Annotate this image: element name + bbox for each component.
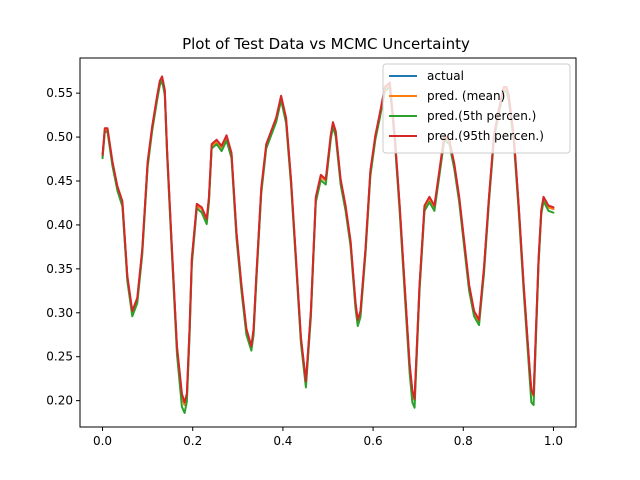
x-axis: 0.0 0.2 0.4 0.6 0.8 1.0 (93, 427, 563, 448)
y-axis: 0.20 0.25 0.30 0.35 0.40 0.45 0.50 0.55 (46, 86, 80, 408)
y-tick-label: 0.55 (46, 86, 73, 100)
x-tick-label: 1.0 (544, 434, 563, 448)
x-tick-label: 0.8 (454, 434, 473, 448)
y-tick-label: 0.35 (46, 262, 73, 276)
y-tick-label: 0.50 (46, 130, 73, 144)
plot-frame (79, 57, 577, 428)
series-layer (101, 75, 555, 414)
x-tick-label: 0.2 (183, 434, 202, 448)
y-tick-label: 0.25 (46, 350, 73, 364)
series-line-3 (101, 75, 555, 404)
legend: actual pred. (mean) pred.(5th percen.) pred… (382, 63, 571, 154)
legend-label-0: actual (427, 69, 464, 83)
y-tick-label: 0.40 (46, 218, 73, 232)
legend-label-2: pred.(5th percen.) (427, 109, 536, 123)
x-tick-label: 0.0 (93, 434, 112, 448)
y-tick-label: 0.30 (46, 306, 73, 320)
y-tick-label: 0.20 (46, 394, 73, 408)
legend-box (382, 63, 571, 154)
x-tick-label: 0.6 (364, 434, 383, 448)
chart-title: Plot of Test Data vs MCMC Uncertainty (182, 35, 470, 53)
legend-label-3: pred.(95th percen.) (427, 129, 544, 143)
x-tick-label: 0.4 (273, 434, 292, 448)
y-tick-label: 0.45 (46, 174, 73, 188)
legend-label-1: pred. (mean) (427, 89, 505, 103)
